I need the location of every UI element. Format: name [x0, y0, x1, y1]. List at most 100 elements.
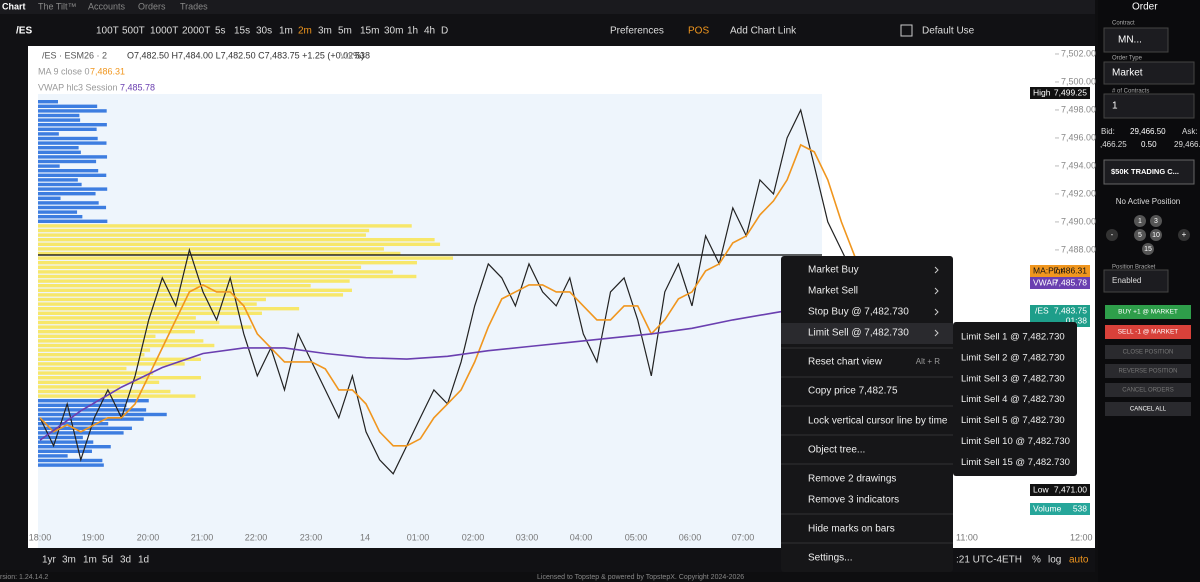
interval-button[interactable]: 15s — [234, 26, 250, 37]
interval-button[interactable]: 30s — [256, 26, 272, 37]
menu-item[interactable]: Remove 3 indicators — [808, 495, 899, 506]
submenu-item[interactable]: Limit Sell 4 @ 7,482.730 — [961, 394, 1065, 405]
chevron — [934, 287, 939, 295]
session-toggle[interactable]: ETH — [1002, 555, 1022, 566]
range-button[interactable]: 1m — [83, 555, 97, 566]
order-type-select[interactable]: Market — [1112, 68, 1143, 79]
menu-item[interactable]: Hide marks on bars — [808, 524, 895, 535]
chart-link-button[interactable]: Add Chart Link — [730, 26, 797, 37]
size-button[interactable] — [1150, 229, 1162, 241]
size-button[interactable] — [1134, 229, 1146, 241]
contract-select[interactable]: MN... — [1118, 35, 1142, 46]
symbol[interactable]: /ES — [16, 26, 32, 37]
profile-bar — [38, 394, 196, 398]
profile-bar — [38, 440, 94, 444]
profile-bar — [38, 247, 384, 251]
menu-item[interactable]: Limit Sell @ 7,482.730 — [808, 328, 909, 339]
interval-button[interactable]: 5s — [215, 26, 226, 37]
label: Licensed to Topstep & powered by Topstep… — [537, 574, 744, 581]
select — [1103, 159, 1195, 185]
label: ,466.25 — [1100, 140, 1127, 149]
range-button[interactable]: 1d — [138, 555, 149, 566]
tab[interactable]: Trades — [180, 1, 208, 11]
profile-bar — [38, 297, 266, 302]
menu-item[interactable]: Reset chart view — [808, 357, 883, 368]
price-tag — [1030, 503, 1090, 515]
menu-item[interactable]: Market Sell — [808, 286, 858, 297]
tab[interactable]: The Tilt™ — [38, 1, 77, 11]
range-button[interactable]: 3m — [62, 555, 76, 566]
interval-button[interactable]: 1000T — [150, 26, 178, 37]
profile-bar — [38, 412, 167, 417]
profile-bar — [38, 141, 107, 145]
menu-item[interactable]: Stop Buy @ 7,482.730 — [808, 307, 909, 318]
sell-button[interactable]: SELL -1 @ MARKET — [1118, 329, 1179, 336]
range-button[interactable]: 3d — [120, 555, 131, 566]
interval-button[interactable]: 4h — [424, 26, 435, 37]
profile-bar — [38, 307, 300, 311]
submenu-item[interactable]: Limit Sell 3 @ 7,482.730 — [961, 373, 1065, 384]
interval-button[interactable]: 2m — [298, 26, 312, 37]
action-button[interactable]: CANCEL ALL — [1130, 407, 1167, 413]
interval-button[interactable]: 3m — [318, 26, 332, 37]
plus-button[interactable] — [1178, 229, 1190, 241]
label: 7,486.31 — [90, 66, 125, 76]
profile-bar — [38, 279, 350, 283]
interval-button[interactable]: 100T — [96, 26, 119, 37]
interval-button[interactable]: D — [441, 26, 448, 37]
buy-button[interactable]: BUY +1 @ MARKET — [1118, 309, 1178, 316]
interval-button[interactable]: 2000T — [182, 26, 210, 37]
tab[interactable]: Orders — [138, 1, 166, 11]
profile-bar — [38, 403, 127, 407]
interval-button[interactable]: 5m — [338, 26, 352, 37]
submenu-item[interactable]: Limit Sell 2 @ 7,482.730 — [961, 352, 1065, 363]
interval-button[interactable]: 30m — [384, 26, 403, 37]
submenu-item[interactable]: Limit Sell 1 @ 7,482.730 — [961, 332, 1065, 343]
range-button[interactable]: 1yr — [42, 555, 57, 566]
label: 7,499.25 — [1054, 87, 1087, 97]
size-button[interactable] — [1142, 243, 1154, 255]
interval-button[interactable]: 500T — [122, 26, 145, 37]
interval-button[interactable]: 1m — [279, 26, 293, 37]
menu-item[interactable]: Market Buy — [808, 265, 859, 276]
interval-button[interactable]: 1h — [407, 26, 418, 37]
percent-toggle[interactable]: % — [1032, 555, 1041, 566]
menu-item[interactable]: Remove 2 drawings — [808, 474, 896, 485]
action-button[interactable]: REVERSE POSITION — [1118, 369, 1177, 375]
x-tick-label: 23:00 — [300, 532, 323, 542]
size-button[interactable] — [1134, 215, 1146, 227]
profile-bar — [38, 265, 362, 269]
log-toggle[interactable]: log — [1048, 555, 1061, 566]
action-button — [1105, 364, 1191, 378]
contracts-input[interactable]: 1 — [1112, 101, 1118, 112]
profile-bar — [38, 371, 154, 375]
profile-bar — [38, 284, 311, 288]
menu-item[interactable]: Settings... — [808, 553, 852, 564]
auto-toggle[interactable]: auto — [1069, 555, 1089, 566]
size-button[interactable] — [1150, 215, 1162, 227]
menu-item[interactable]: Copy price 7,482.75 — [808, 386, 898, 397]
range-button[interactable]: 5d — [102, 555, 113, 566]
minus-button[interactable] — [1106, 229, 1118, 241]
menu-item[interactable]: Lock vertical cursor line by time — [808, 416, 948, 427]
menu-item[interactable]: Object tree... — [808, 445, 865, 456]
action-button[interactable]: CANCEL ORDERS — [1122, 388, 1173, 394]
label: 10 — [1152, 232, 1160, 239]
submenu-item[interactable]: Limit Sell 5 @ 7,482.730 — [961, 415, 1065, 426]
profile-bar — [38, 454, 68, 458]
submenu-item[interactable]: Limit Sell 10 @ 7,482.730 — [961, 436, 1070, 447]
tab[interactable]: Chart — [2, 1, 26, 11]
preferences-button[interactable]: Preferences — [610, 26, 664, 37]
label: O7,482.50 H7,484.00 L7,482.50 C7,483.75 … — [127, 50, 364, 60]
interval-button[interactable]: 15m — [360, 26, 379, 37]
bracket-select[interactable]: Enabled — [1112, 276, 1141, 285]
action-button[interactable]: CLOSE POSITION — [1123, 350, 1174, 356]
submenu-item[interactable]: Limit Sell 15 @ 7,482.730 — [961, 457, 1070, 468]
pos-button[interactable]: POS — [688, 26, 709, 37]
tab[interactable]: Accounts — [88, 1, 126, 11]
price-tag — [1030, 265, 1090, 277]
layout-select[interactable]: Default Use — [922, 26, 975, 37]
profile-bar — [38, 316, 196, 320]
account-select[interactable]: $50K TRADING C... — [1111, 167, 1179, 176]
profile-bar — [38, 100, 58, 104]
